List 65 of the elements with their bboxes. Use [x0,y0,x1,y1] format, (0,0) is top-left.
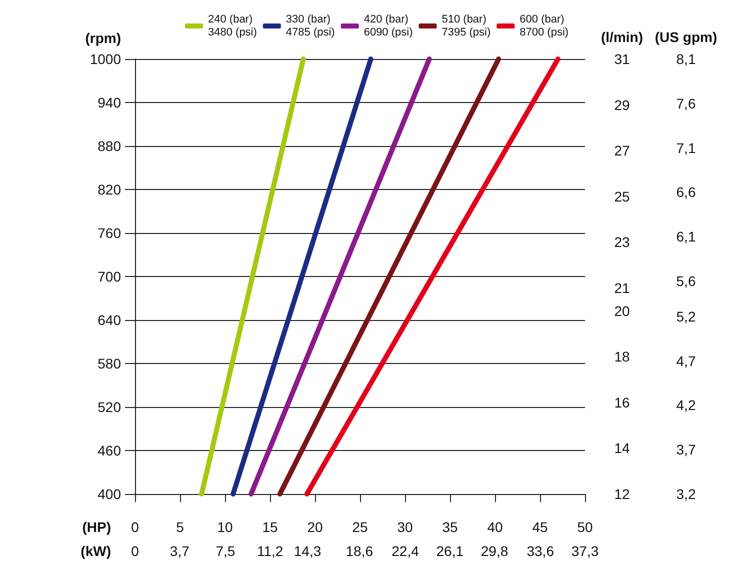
x2-tick-label: 0 [131,543,140,559]
x2-tick-label: 22,4 [392,543,420,559]
y-tick-label: 760 [98,225,122,241]
y2-tick-label: 25 [614,188,630,204]
y3-axis-title: (US gpm) [654,29,718,45]
y2-tick-label: 31 [614,51,630,67]
y2-axis-title: (l/min) [601,29,643,45]
x-tick-label: 35 [442,519,458,535]
y3-tick-label: 5,2 [676,308,696,324]
x-tick-label: 50 [577,519,593,535]
x2-axis-title: (kW) [80,543,111,559]
y-tick-label: 700 [98,268,122,284]
y3-tick-label: 3,7 [676,442,696,458]
y3-tick-label: 5,6 [676,272,696,289]
legend-label: 600 (bar) 8700 (psi) [520,14,569,38]
y-tick-label: 820 [98,182,122,198]
y3-tick-label: 7,6 [676,95,696,112]
y-tick-label: 520 [98,399,122,415]
y3-tick-label: 3,2 [676,486,696,502]
legend-label: 510 (bar) 7395 (psi) [442,14,491,38]
y2-tick-label: 16 [614,394,630,410]
x-tick-label: 5 [176,519,184,535]
y-tick-label: 400 [98,486,122,502]
y-tick-label: 1000 [90,51,122,67]
x-tick-label: 20 [307,519,323,535]
y3-tick-label: 8,1 [676,51,696,67]
y-axis-title: (rpm) [85,30,121,46]
x-tick-label: 10 [217,519,233,535]
y2-tick-label: 20 [614,302,630,319]
y2-tick-label: 23 [614,234,630,250]
y2-tick-label: 27 [614,142,630,159]
y3-tick-label: 7,1 [676,140,696,156]
y3-tick-label: 4,2 [676,397,696,414]
x2-tick-label: 3,7 [170,543,190,559]
x2-tick-label: 29,8 [480,543,508,559]
x2-tick-label: 26,1 [436,543,464,559]
x2-tick-label: 7,5 [216,543,236,559]
x-tick-label: 40 [487,519,503,535]
y2-tick-label: 21 [614,280,630,296]
y-tick-label: 940 [98,94,122,110]
y-tick-label: 580 [98,356,122,372]
legend-label: 420 (bar) 6090 (psi) [364,14,413,38]
legend-label: 330 (bar) 4785 (psi) [286,14,335,38]
y3-tick-label: 6,6 [676,184,696,200]
y3-tick-label: 6,1 [676,228,696,245]
x-axis-title: (HP) [82,519,111,535]
y-tick-label: 460 [98,442,122,458]
x2-tick-label: 33,6 [526,543,554,559]
y-tick-label: 880 [98,138,122,154]
y2-tick-label: 18 [614,348,630,365]
x-tick-label: 25 [352,519,368,535]
legend-label: 240 (bar) 3480 (psi) [208,14,257,38]
y-tick-label: 640 [98,312,122,328]
y2-tick-label: 14 [614,440,630,456]
x2-tick-label: 37,3 [571,543,599,559]
x-tick-label: 0 [131,519,140,535]
x-tick-label: 15 [262,519,278,535]
y2-tick-label: 12 [614,486,630,502]
y2-tick-label: 29 [614,96,630,113]
x-tick-label: 30 [397,519,413,535]
x2-tick-label: 14,3 [294,543,322,559]
x2-tick-label: 11,2 [257,543,284,559]
y3-tick-label: 4,7 [676,352,696,369]
x2-tick-label: 18,6 [346,543,374,559]
x-tick-label: 45 [532,519,548,535]
